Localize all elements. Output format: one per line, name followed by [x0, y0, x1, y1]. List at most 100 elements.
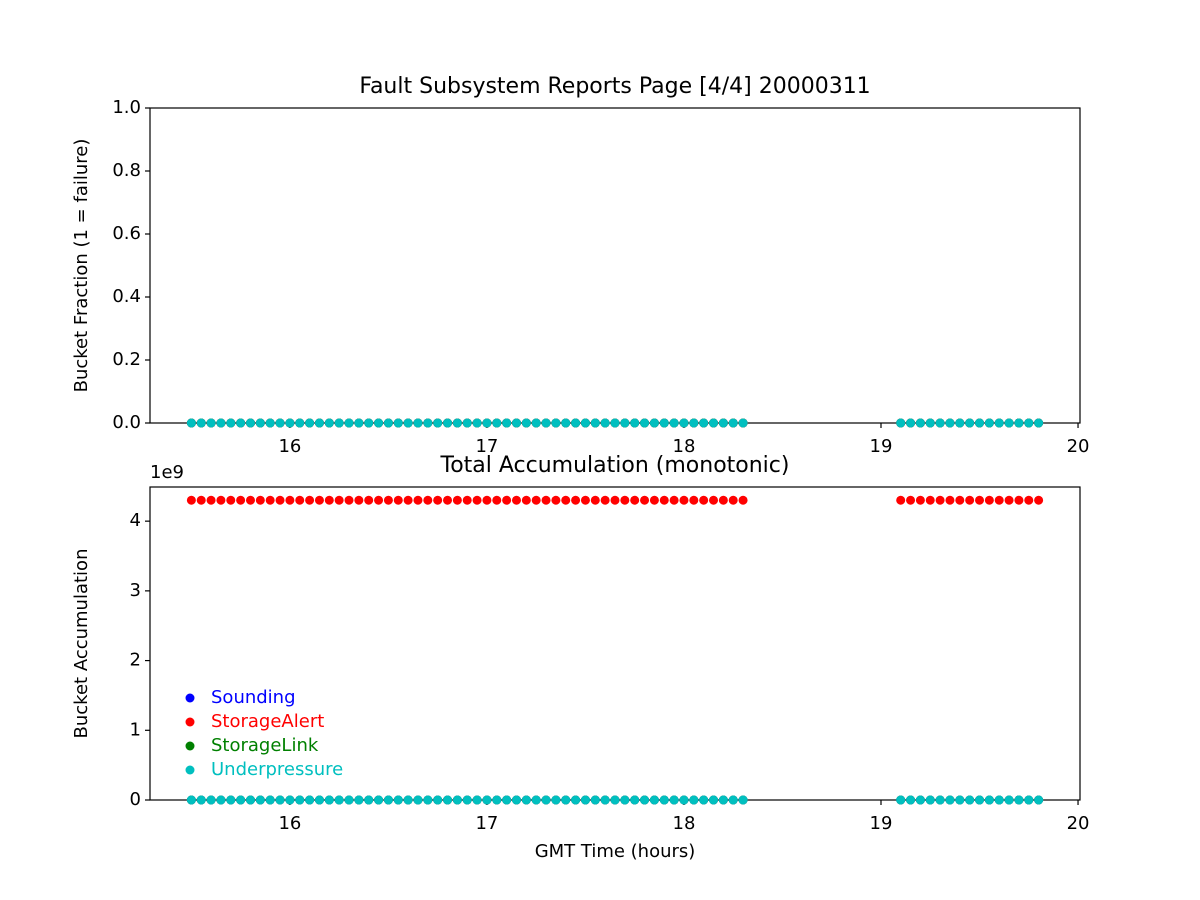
data-point — [482, 495, 492, 505]
legend-marker — [185, 717, 195, 727]
data-point — [423, 495, 433, 505]
data-point — [945, 795, 955, 805]
data-point — [374, 795, 384, 805]
data-point — [1014, 495, 1024, 505]
data-point — [984, 418, 994, 428]
data-point — [965, 795, 975, 805]
data-point — [206, 418, 216, 428]
data-point — [383, 418, 393, 428]
data-point — [344, 795, 354, 805]
data-point — [590, 795, 600, 805]
data-point — [393, 495, 403, 505]
data-point — [984, 495, 994, 505]
data-point — [364, 795, 374, 805]
data-point — [334, 418, 344, 428]
data-point — [935, 418, 945, 428]
data-point — [275, 418, 285, 428]
y-tick-label: 0.6 — [112, 223, 141, 244]
x-tick-label: 16 — [278, 813, 301, 834]
data-point — [955, 495, 965, 505]
data-point — [482, 795, 492, 805]
data-point — [403, 795, 413, 805]
data-point — [265, 795, 275, 805]
data-point — [275, 495, 285, 505]
data-point — [531, 495, 541, 505]
data-point — [344, 418, 354, 428]
data-point — [649, 418, 659, 428]
data-point — [541, 495, 551, 505]
data-point — [462, 495, 472, 505]
data-point — [965, 418, 975, 428]
x-tick-label: 20 — [1067, 436, 1090, 457]
data-point — [699, 795, 709, 805]
data-point — [216, 418, 226, 428]
y-tick-label: 3 — [130, 580, 141, 601]
data-point — [896, 418, 906, 428]
data-point — [314, 418, 324, 428]
data-point — [925, 418, 935, 428]
y-axis-label: Bucket Fraction (1 = failure) — [71, 139, 92, 393]
data-point — [511, 795, 521, 805]
x-tick-label: 17 — [475, 436, 498, 457]
data-point — [374, 495, 384, 505]
data-point — [630, 418, 640, 428]
data-point — [580, 795, 590, 805]
data-point — [975, 795, 985, 805]
data-point — [600, 418, 610, 428]
data-point — [1004, 495, 1014, 505]
data-point — [541, 795, 551, 805]
y-tick-label: 0.0 — [112, 412, 141, 433]
data-point — [640, 795, 650, 805]
data-point — [295, 495, 305, 505]
data-point — [472, 495, 482, 505]
data-point — [305, 495, 315, 505]
data-point — [571, 795, 581, 805]
plot-area — [149, 107, 1081, 424]
data-point — [423, 418, 433, 428]
data-point — [462, 795, 472, 805]
legend-label: StorageLink — [211, 735, 319, 756]
data-point — [975, 495, 985, 505]
data-point — [915, 795, 925, 805]
data-point — [255, 795, 265, 805]
data-point — [196, 418, 206, 428]
data-point — [738, 495, 748, 505]
data-point — [186, 495, 196, 505]
data-point — [344, 495, 354, 505]
data-point — [255, 495, 265, 505]
data-point — [1014, 418, 1024, 428]
y-tick-label: 1.0 — [112, 97, 141, 118]
data-point — [433, 418, 443, 428]
data-point — [452, 795, 462, 805]
data-point — [393, 795, 403, 805]
legend-marker — [185, 741, 195, 751]
data-point — [374, 418, 384, 428]
data-point — [452, 495, 462, 505]
data-point — [610, 795, 620, 805]
data-point — [206, 495, 216, 505]
data-point — [413, 795, 423, 805]
data-point — [521, 795, 531, 805]
data-point — [511, 495, 521, 505]
data-point — [659, 795, 669, 805]
data-point — [196, 795, 206, 805]
data-point — [640, 418, 650, 428]
data-point — [561, 418, 571, 428]
data-point — [364, 495, 374, 505]
data-point — [265, 418, 275, 428]
data-point — [984, 795, 994, 805]
data-point — [305, 418, 315, 428]
data-point — [285, 495, 295, 505]
data-point — [245, 495, 255, 505]
data-point — [709, 495, 719, 505]
data-point — [492, 418, 502, 428]
data-point — [354, 418, 364, 428]
data-point — [580, 418, 590, 428]
data-point — [955, 795, 965, 805]
y-tick-label: 0 — [130, 789, 141, 810]
y-tick-label: 0.4 — [112, 286, 141, 307]
data-point — [285, 418, 295, 428]
data-point — [935, 795, 945, 805]
data-point — [955, 418, 965, 428]
data-point — [679, 418, 689, 428]
